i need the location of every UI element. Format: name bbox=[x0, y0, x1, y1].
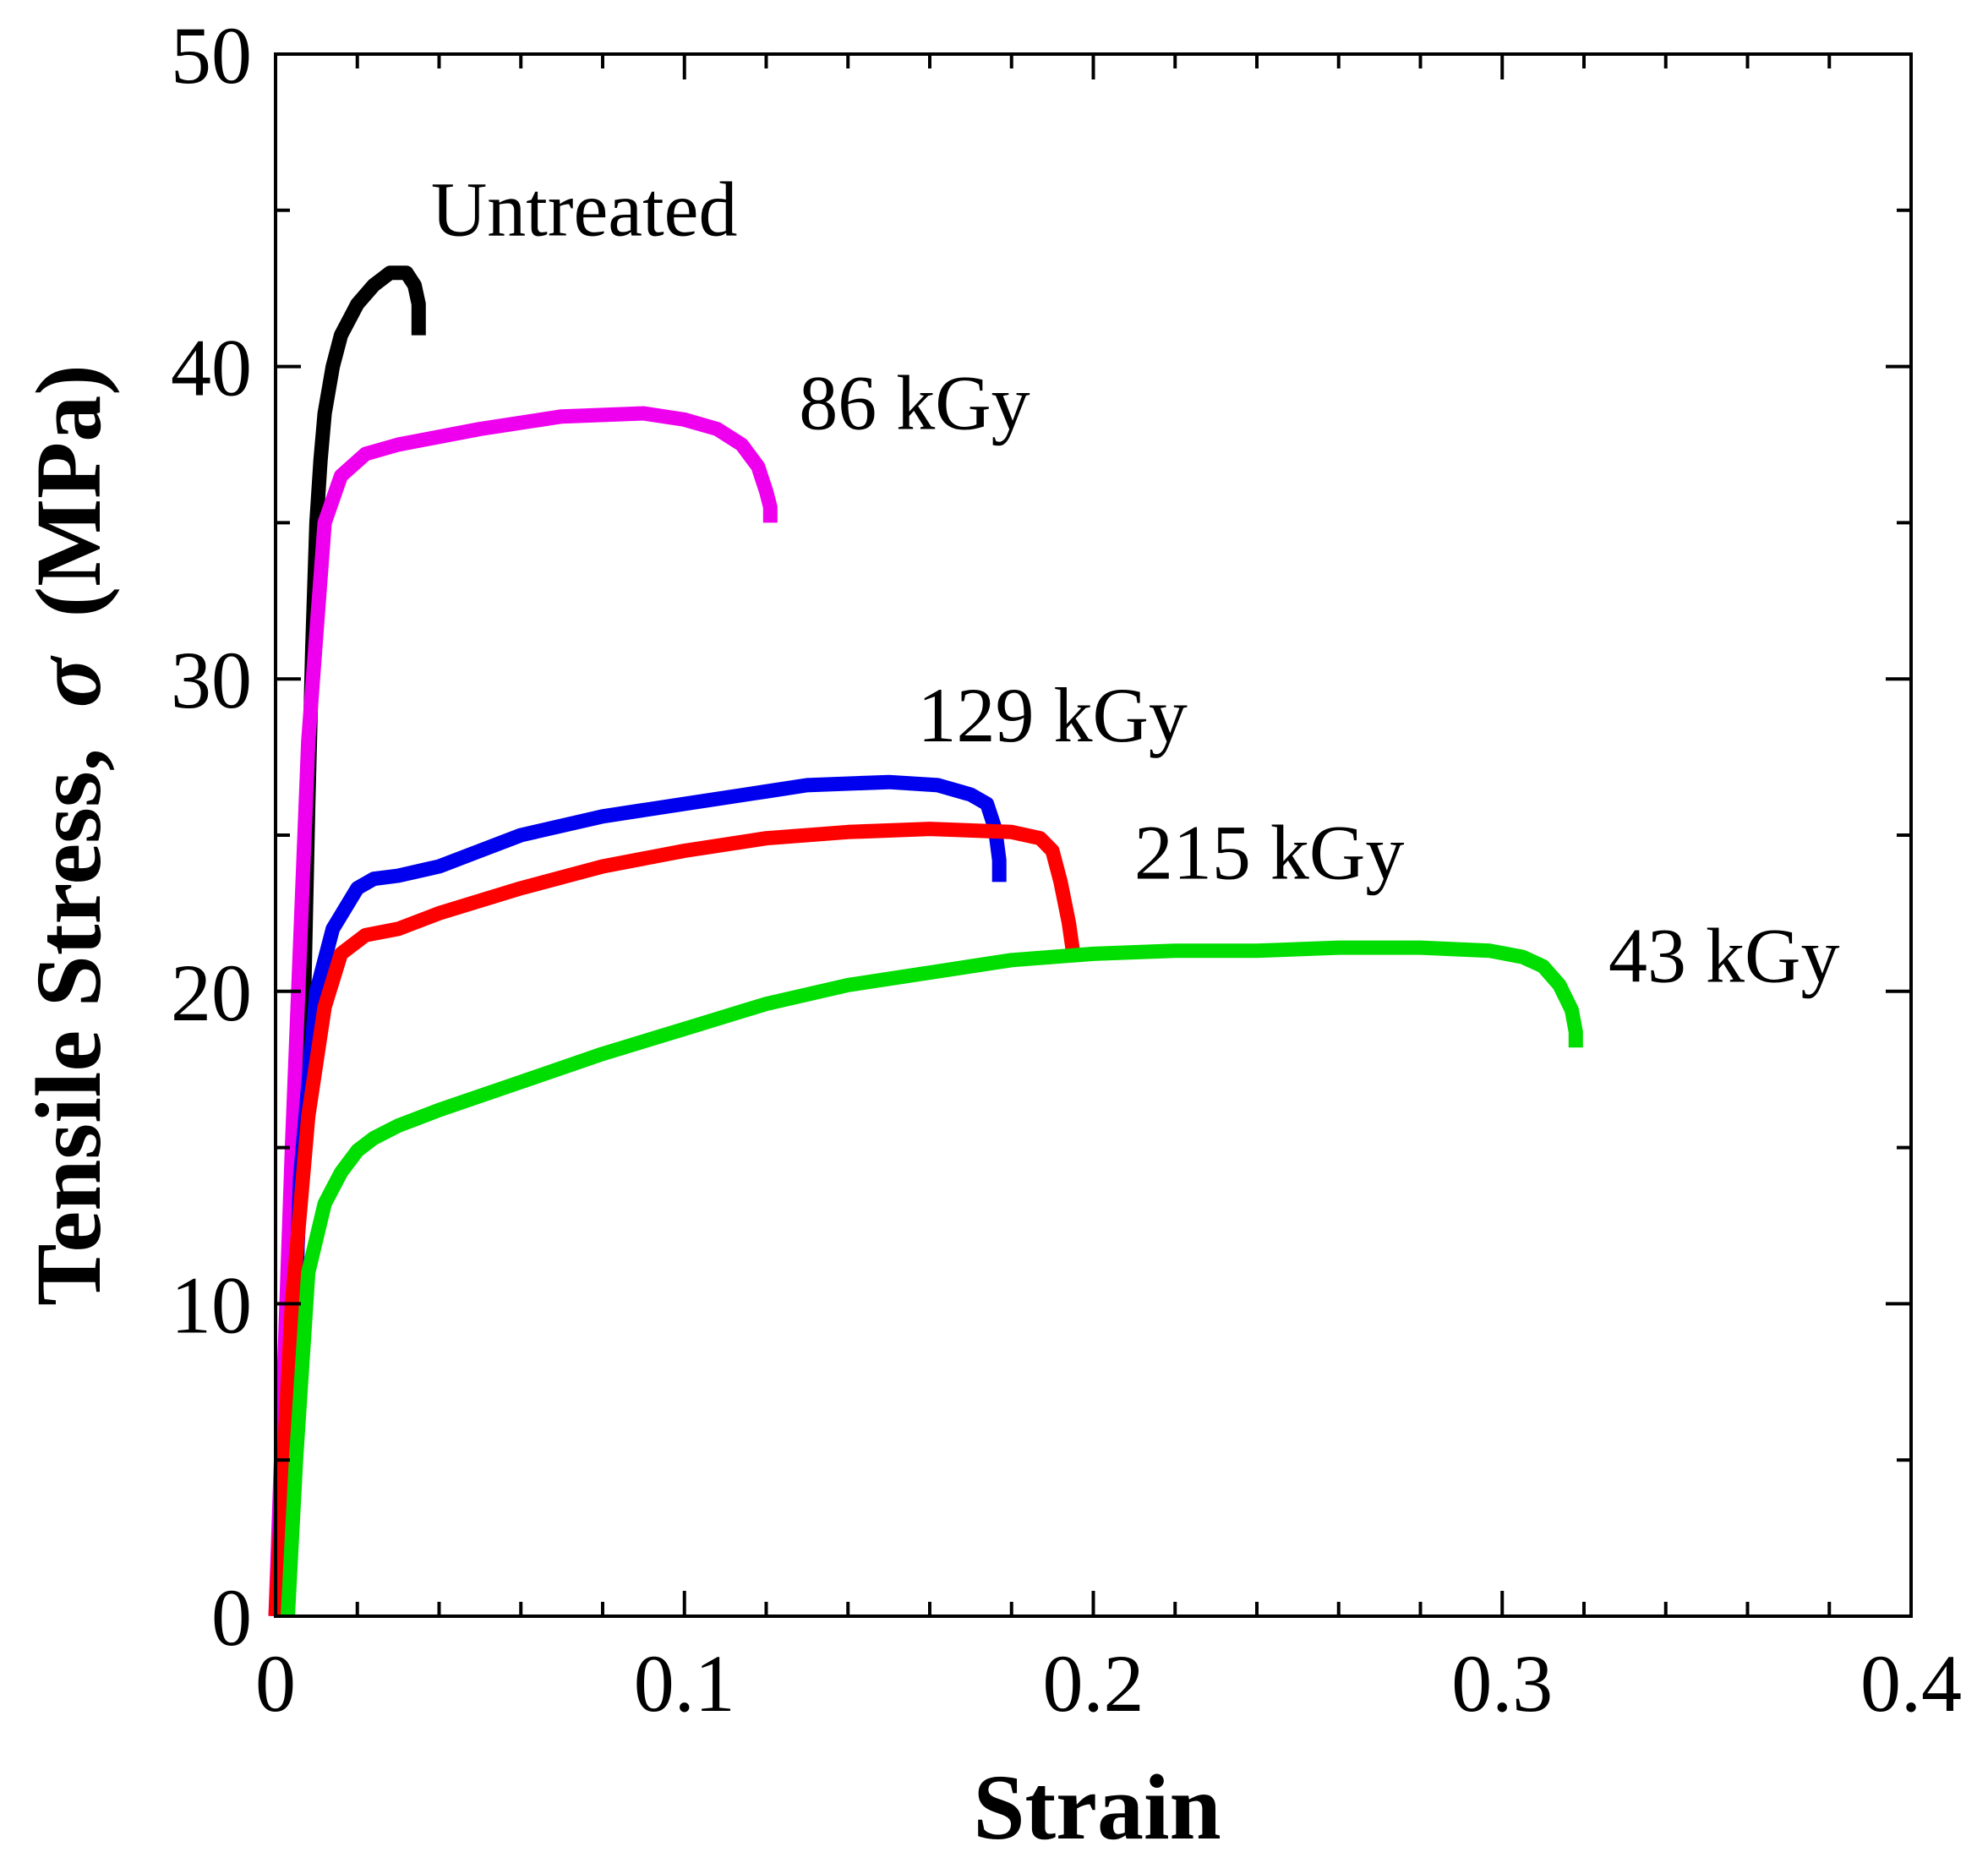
series-label-43-kgy: 43 kGy bbox=[1608, 913, 1839, 999]
series-layer bbox=[268, 265, 1583, 1617]
y-axis-title-prefix: Tensile Stress, bbox=[17, 748, 120, 1306]
x-tick-label: 0.2 bbox=[1043, 1638, 1144, 1729]
series-label-215-kgy: 215 kGy bbox=[1134, 810, 1404, 896]
y-tick-label: 40 bbox=[171, 323, 252, 413]
label-layer: 0 0.1 0.2 0.3 0.4 0 10 20 30 40 50 bbox=[171, 10, 1962, 1729]
y-axis-title: Tensile Stress, σ (MPa) bbox=[17, 364, 120, 1306]
y-tick-label: 10 bbox=[171, 1259, 252, 1350]
series-label-86-kgy: 86 kGy bbox=[799, 360, 1030, 446]
x-tick-label: 0.4 bbox=[1860, 1638, 1962, 1729]
series-line-43-kgy bbox=[281, 940, 1583, 1617]
x-tick-label: 0.1 bbox=[634, 1638, 735, 1729]
series-label-129-kgy: 129 kGy bbox=[917, 672, 1187, 758]
series-line-215-kgy bbox=[268, 822, 1080, 1617]
tick-layer bbox=[274, 52, 1913, 1618]
series-label-untreated: Untreated bbox=[431, 166, 738, 252]
y-tick-label: 0 bbox=[211, 1572, 252, 1663]
x-tick-label: 0.3 bbox=[1451, 1638, 1553, 1729]
series-line-129-kgy bbox=[276, 774, 1007, 1617]
annotation-layer: Untreated 86 kGy 129 kGy 215 kGy 43 kGy bbox=[431, 166, 1840, 998]
y-tick-label: 50 bbox=[171, 10, 252, 101]
y-axis-title-unit: (MPa) bbox=[17, 364, 120, 617]
series-line-86-kgy bbox=[268, 406, 778, 1617]
y-axis-title-symbol: σ bbox=[17, 655, 120, 708]
x-tick-label: 0 bbox=[255, 1638, 296, 1729]
y-tick-label: 30 bbox=[171, 635, 252, 725]
y-tick-label: 20 bbox=[171, 948, 252, 1038]
x-axis-title: Strain bbox=[973, 1756, 1221, 1859]
